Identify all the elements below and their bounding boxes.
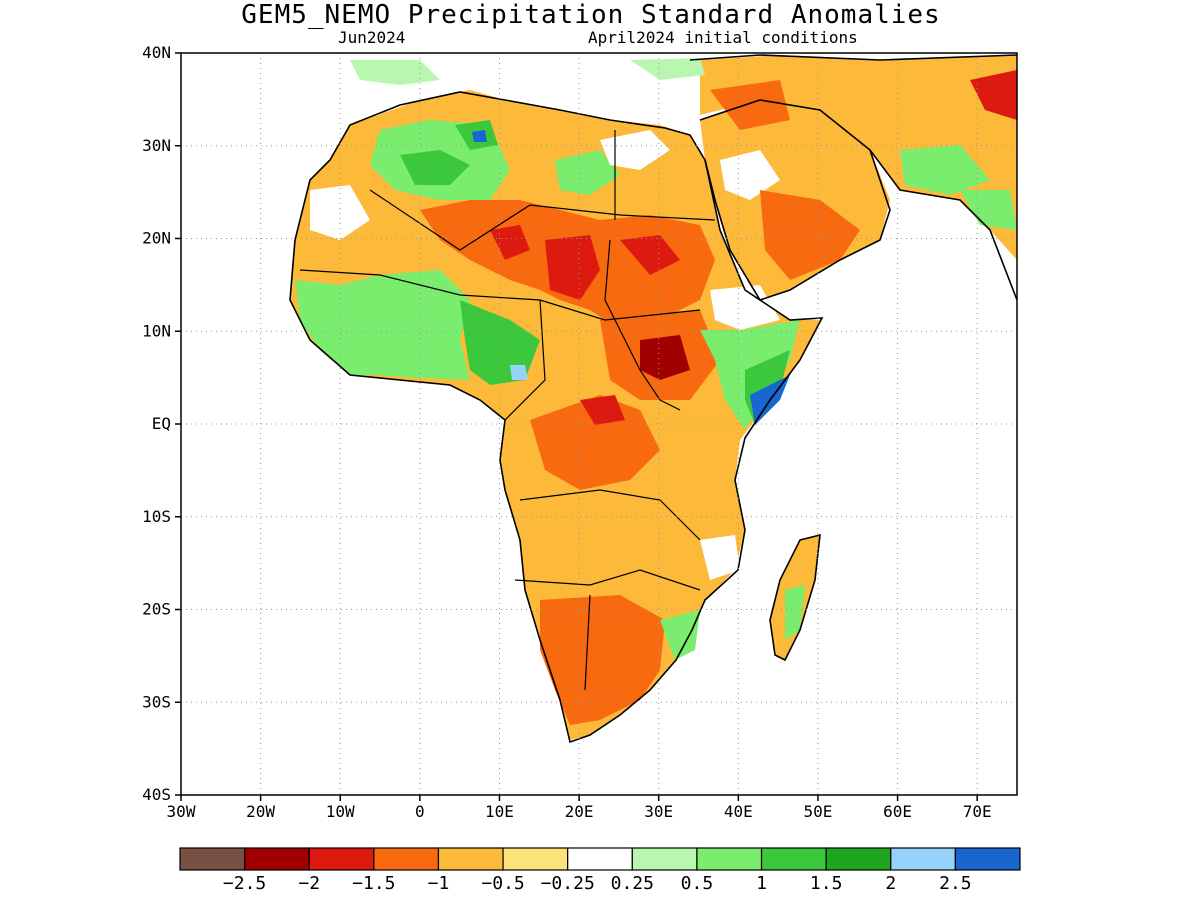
colorbar-label: 1	[756, 873, 767, 894]
lon-tick-label: 30E	[644, 802, 673, 821]
lon-tick-label: 20E	[565, 802, 594, 821]
colorbar-swatch	[825, 847, 892, 871]
colorbar-swatch	[567, 847, 633, 871]
madagascar-wet	[785, 585, 805, 640]
colorbar-label: 0.5	[681, 873, 714, 894]
colorbar-swatch	[760, 847, 827, 871]
colorbar-swatch	[696, 847, 763, 871]
northwest-wet-zone	[350, 60, 440, 85]
colorbar-label: 1.5	[810, 873, 843, 894]
arabia-dry-zone	[760, 190, 860, 280]
sahara-blue-patch	[472, 130, 487, 142]
south-africa-dry	[540, 595, 665, 725]
lat-tick-label: 40N	[142, 43, 171, 62]
colorbar-label: 2.5	[939, 873, 972, 894]
lon-tick-label: 10E	[485, 802, 514, 821]
sahel-very-dry	[545, 235, 600, 300]
lat-tick-label: 30S	[142, 692, 171, 711]
anomaly-field	[290, 55, 1017, 740]
lon-tick-label: 50E	[803, 802, 832, 821]
colorbar-swatch	[308, 847, 375, 871]
central-sahara-wet	[555, 150, 620, 195]
north-wet-zone	[630, 58, 705, 80]
colorbar-label: 2	[885, 873, 896, 894]
congo-very-dry	[580, 395, 625, 425]
congo-dry-zone	[530, 395, 660, 490]
country-borders	[299, 130, 716, 691]
colorbar-swatch	[437, 847, 504, 871]
colorbar-swatch	[502, 847, 569, 871]
pakistan-very-dry	[970, 70, 1017, 120]
colorbar-swatch	[179, 847, 246, 871]
mozambique-near-normal	[700, 535, 740, 580]
sahel-very-dry-3	[620, 235, 680, 275]
near-normal-zone	[600, 130, 670, 170]
colorbar-label: −0.5	[481, 873, 524, 894]
sahel-very-dry-2	[490, 225, 530, 260]
lon-tick-label: 40E	[724, 802, 753, 821]
colorbar-swatch	[890, 847, 956, 871]
colorbar-label: −2.5	[223, 873, 266, 894]
colorbar-label: −1	[428, 873, 450, 894]
iran-wet-zone	[900, 145, 990, 195]
near-normal-west	[310, 185, 370, 240]
latitude-axis: 40N 30N 20N 10N EQ 10S 20S 30S 40S	[142, 43, 171, 804]
near-normal-arabia	[720, 150, 780, 200]
east-africa-very-dry	[640, 335, 690, 380]
colorbar-swatch	[954, 847, 1021, 871]
lon-tick-label: 0	[415, 802, 425, 821]
west-africa-wet-zone	[295, 270, 470, 380]
sahara-wet-core	[400, 150, 470, 185]
lon-tick-label: 60E	[883, 802, 912, 821]
axis-ticks	[175, 52, 978, 801]
lon-tick-label: 70E	[963, 802, 992, 821]
lat-tick-label: 10N	[142, 321, 171, 340]
colorbar-label: −1.5	[352, 873, 395, 894]
colorbar-label: −2	[298, 873, 320, 894]
initial-conditions: April2024 initial conditions	[588, 28, 858, 47]
west-africa-wet-core	[460, 300, 540, 385]
graticule	[181, 53, 1017, 795]
lon-tick-label: 10W	[326, 802, 355, 821]
lat-tick-label: 10S	[142, 507, 171, 526]
levant-dry-zone	[710, 80, 790, 130]
colorbar-label: 0.25	[611, 873, 654, 894]
southern-africa-dry	[520, 490, 700, 590]
middle-east-landmass	[700, 55, 1017, 260]
india-wet-zone	[960, 190, 1017, 230]
colorbar-swatch	[631, 847, 698, 871]
mozambique-wet	[660, 610, 700, 660]
coastlines	[289, 54, 1017, 744]
colorbar-label: −0.25	[541, 873, 595, 894]
lat-tick-label: 20N	[142, 229, 171, 248]
forecast-month: Jun2024	[338, 28, 406, 47]
colorbar-swatch	[244, 847, 310, 871]
map-title: GEM5_NEMO Precipitation Standard Anomali…	[241, 0, 941, 30]
lat-tick-label: 40S	[142, 785, 171, 804]
lat-tick-label: 30N	[142, 136, 171, 155]
ethiopia-near-normal	[710, 285, 780, 330]
lon-tick-label: 20W	[246, 802, 275, 821]
lat-tick-label: 20S	[142, 600, 171, 619]
colorbar-swatch	[373, 847, 440, 871]
colorbar: −2.5 −2 −1.5 −1 −0.5 −0.25 0.25 0.5 1 1.5 2 2.5	[179, 847, 1021, 894]
longitude-axis: 30W 20W 10W 0 10E 20E 30E 40E 50E 60E 70E	[167, 802, 992, 821]
light-blue-patch	[510, 365, 528, 380]
lat-tick-label: EQ	[152, 414, 171, 433]
lon-tick-label: 30W	[167, 802, 196, 821]
